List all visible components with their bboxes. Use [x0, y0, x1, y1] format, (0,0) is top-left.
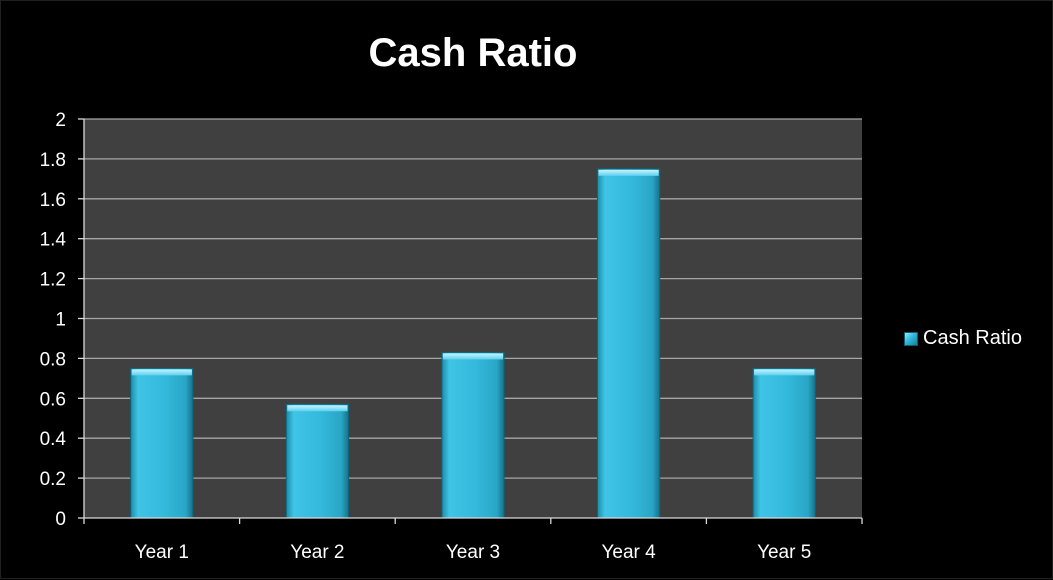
legend: Cash Ratio: [904, 327, 1022, 350]
bar: [441, 351, 505, 519]
bar-bevel: [754, 369, 815, 376]
bar-bevel: [442, 353, 504, 360]
bar-bevel: [287, 405, 348, 412]
y-tick-label: 1: [55, 310, 66, 331]
bar: [596, 168, 661, 519]
y-tick-label: 0.8: [40, 349, 66, 370]
legend-swatch: [904, 331, 918, 346]
y-tick-label: 1.4: [40, 230, 67, 251]
bar: [752, 367, 816, 519]
bar-bevel: [131, 369, 192, 376]
x-tick-label: Year 4: [601, 542, 656, 563]
x-tick-label: Year 5: [757, 542, 811, 563]
y-tick-label: 2: [55, 110, 66, 131]
y-tick-label: 0.6: [40, 389, 66, 410]
y-tick-label: 1.6: [40, 190, 66, 211]
bar-bevel: [598, 169, 659, 176]
chart-title: Cash Ratio: [368, 31, 578, 75]
x-tick-label: Year 2: [290, 542, 344, 563]
y-tick-label: 1.2: [40, 270, 66, 291]
tick-labels: 0 0.2 0.4 0.6 0.8 1 1.2 1.4 1.6 1.8 2 Year 1 Year 2 Y…: [40, 110, 812, 563]
legend-label: Cash Ratio: [923, 327, 1022, 349]
y-tick-label: 0.4: [40, 429, 67, 450]
y-tick-label: 0.2: [40, 469, 66, 490]
bars: [130, 168, 816, 519]
bar: [285, 403, 350, 519]
bar: [130, 367, 194, 519]
y-tick-label: 0: [55, 509, 66, 530]
axes: [78, 118, 863, 524]
x-tick-label: Year 3: [446, 542, 500, 563]
x-tick-label: Year 1: [135, 542, 189, 563]
y-tick-label: 1.8: [40, 150, 66, 171]
